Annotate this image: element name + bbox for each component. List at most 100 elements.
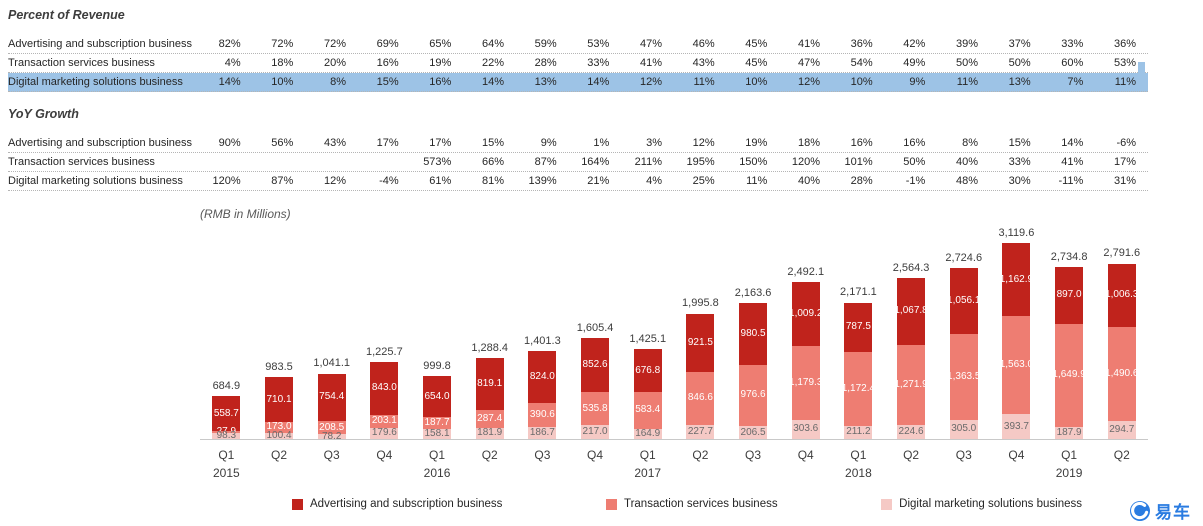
table-cell: 17% bbox=[429, 137, 452, 149]
segment-value-label: 1,172.4 bbox=[841, 382, 876, 394]
segment-value-label: 393.7 bbox=[1003, 420, 1029, 432]
table-cell: 14% bbox=[1061, 137, 1084, 149]
segment-value-label: 211.2 bbox=[846, 426, 871, 438]
table-cell: 33% bbox=[587, 57, 610, 69]
table-cell: 120% bbox=[212, 175, 241, 187]
table-cell: 16% bbox=[429, 76, 452, 88]
table-cell: 87% bbox=[271, 175, 294, 187]
table-row[interactable]: Advertising and subscription business 90%… bbox=[8, 134, 1148, 153]
bar-stack: 824.0 390.6 186.7 bbox=[528, 350, 557, 439]
x-axis-year-label bbox=[253, 462, 306, 482]
table-cell: 31% bbox=[1113, 175, 1136, 187]
bar-segment-transaction: 208.5 bbox=[317, 421, 346, 435]
bar-total-label: 1,288.4 bbox=[471, 341, 509, 354]
bar-segment-digital: 294.7 bbox=[1107, 420, 1136, 439]
bar-segment-digital: 164.9 bbox=[633, 427, 662, 439]
table-cell: 120% bbox=[791, 156, 820, 168]
table-cell: 36% bbox=[1113, 38, 1136, 50]
x-axis-year-label: 2015 bbox=[212, 466, 240, 480]
table-cell: 53% bbox=[1113, 57, 1136, 69]
table-row[interactable]: Advertising and subscription business 82%… bbox=[8, 35, 1148, 54]
segment-value-label: 583.4 bbox=[635, 404, 661, 416]
segment-value-label: 846.6 bbox=[687, 392, 713, 404]
x-axis-year-label: 2016 bbox=[423, 466, 451, 480]
table-cell: 90% bbox=[218, 137, 241, 149]
yoy-growth-title: YoY Growth bbox=[8, 107, 79, 121]
table-cell: 43% bbox=[323, 137, 346, 149]
x-axis-year-label bbox=[358, 462, 411, 482]
table-cell: 12% bbox=[692, 137, 715, 149]
table-cell: 9% bbox=[909, 76, 926, 88]
table-cell: 12% bbox=[323, 175, 346, 187]
table-cell: 15% bbox=[376, 76, 399, 88]
bar-total-label: 1,995.8 bbox=[682, 297, 719, 310]
bar-stack: 754.4 208.5 78.2 bbox=[317, 373, 346, 441]
bar-segment-digital: 224.6 bbox=[897, 424, 926, 439]
table-cell: 47% bbox=[639, 38, 662, 50]
bar-total-label: 2,564.3 bbox=[892, 261, 930, 274]
bar-column: 684.9 558.7 27.9 98.3 bbox=[200, 225, 253, 440]
bar-stack: 787.5 1,172.4 211.2 bbox=[841, 302, 876, 439]
table-cell: 46% bbox=[692, 38, 715, 50]
x-axis-year-label bbox=[779, 462, 832, 482]
table-cell: -11% bbox=[1058, 175, 1084, 187]
segment-value-label: 208.5 bbox=[319, 421, 345, 433]
bar-total-label: 999.8 bbox=[423, 360, 451, 373]
legend-label: Advertising and subscription business bbox=[310, 498, 503, 510]
table-cell: 30% bbox=[1008, 175, 1031, 187]
x-axis-quarter-label: Q4 bbox=[1008, 448, 1025, 462]
legend-label: Transaction services business bbox=[623, 498, 778, 510]
x-axis-quarter-label: Q2 bbox=[271, 448, 288, 462]
bar-segment-advertising: 1,009.2 bbox=[789, 282, 822, 346]
bar-column: 1,995.8 921.5 846.6 227.7 bbox=[674, 225, 727, 439]
bar-total-label: 2,791.6 bbox=[1103, 247, 1141, 260]
bar-stack: 1,067.8 1,271.9 224.6 bbox=[894, 277, 928, 439]
table-cell: 72% bbox=[323, 38, 346, 50]
table-cell: 211% bbox=[634, 156, 662, 168]
bar-total-label: 3,119.6 bbox=[998, 226, 1035, 239]
table-cell: 33% bbox=[1061, 38, 1084, 50]
segment-value-label: 224.6 bbox=[898, 425, 924, 437]
table-cell: 573% bbox=[423, 156, 452, 168]
table-cell: 87% bbox=[534, 156, 557, 168]
table-row[interactable]: Transaction services business 4% 18% 20% 16%… bbox=[8, 54, 1148, 73]
x-axis-quarter-label: Q1 bbox=[429, 448, 446, 462]
percent-of-revenue-table: Advertising and subscription business 82%… bbox=[8, 35, 1148, 92]
table-row[interactable]: Digital marketing solutions business 14% 1… bbox=[8, 73, 1148, 92]
segment-value-label: 1,179.3 bbox=[789, 376, 823, 388]
table-cell: 4% bbox=[224, 57, 241, 69]
bar-stack: 819.1 287.4 181.9 bbox=[475, 358, 504, 439]
segment-value-label: 158.1 bbox=[424, 428, 450, 440]
segment-value-label: 287.4 bbox=[477, 412, 503, 424]
yiche-logo-text: 易车 bbox=[1155, 503, 1191, 522]
chart-x-labels: Q1 Q2 Q3 Q4 Q1 Q2 Q3 Q4 Q1 Q2 Q3 Q4 Q1 Q2 Q3 Q4 Q1 Q2 bbox=[200, 440, 1148, 462]
bar-segment-transaction: 535.8 bbox=[581, 391, 610, 426]
table-cell: 10% bbox=[850, 76, 873, 88]
yiche-logo[interactable]: 易车 bbox=[1129, 498, 1191, 523]
table-cell: 56% bbox=[271, 137, 294, 149]
yiche-logo-icon bbox=[1130, 500, 1150, 521]
table-cell: 15% bbox=[481, 137, 504, 149]
segment-value-label: 164.9 bbox=[635, 427, 661, 439]
bar-stack: 654.0 187.7 158.1 bbox=[423, 376, 452, 440]
bar-total-label: 1,041.1 bbox=[313, 357, 351, 370]
bar-stack: 852.6 535.8 217.0 bbox=[581, 338, 610, 439]
bar-segment-digital: 181.9 bbox=[475, 427, 504, 439]
chart-legend: Advertising and subscription business Tra… bbox=[292, 498, 1082, 510]
bar-column: 1,401.3 824.0 390.6 186.7 bbox=[516, 225, 569, 439]
table-cell: 1% bbox=[593, 137, 610, 149]
table-cell: 7% bbox=[1067, 76, 1084, 88]
table-row[interactable]: Transaction services business 573% 66% 87% 1… bbox=[8, 153, 1148, 172]
bar-column: 3,119.6 1,162.9 1,563.0 393.7 bbox=[990, 225, 1043, 439]
bar-total-label: 1,425.1 bbox=[629, 333, 667, 346]
table-cell: 12% bbox=[639, 76, 662, 88]
table-cell: 50% bbox=[903, 156, 926, 168]
bar-segment-digital: 187.9 bbox=[1055, 427, 1084, 439]
bar-segment-digital: 217.0 bbox=[581, 425, 610, 439]
bar-segment-transaction: 203.1 bbox=[370, 414, 399, 428]
legend-item: Digital marketing solutions business bbox=[881, 498, 1082, 510]
table-cell: 15% bbox=[1008, 137, 1031, 149]
segment-value-label: 787.5 bbox=[845, 321, 871, 333]
bar-segment-transaction: 1,363.5 bbox=[947, 334, 980, 420]
table-row[interactable]: Digital marketing solutions business 120%… bbox=[8, 172, 1148, 191]
